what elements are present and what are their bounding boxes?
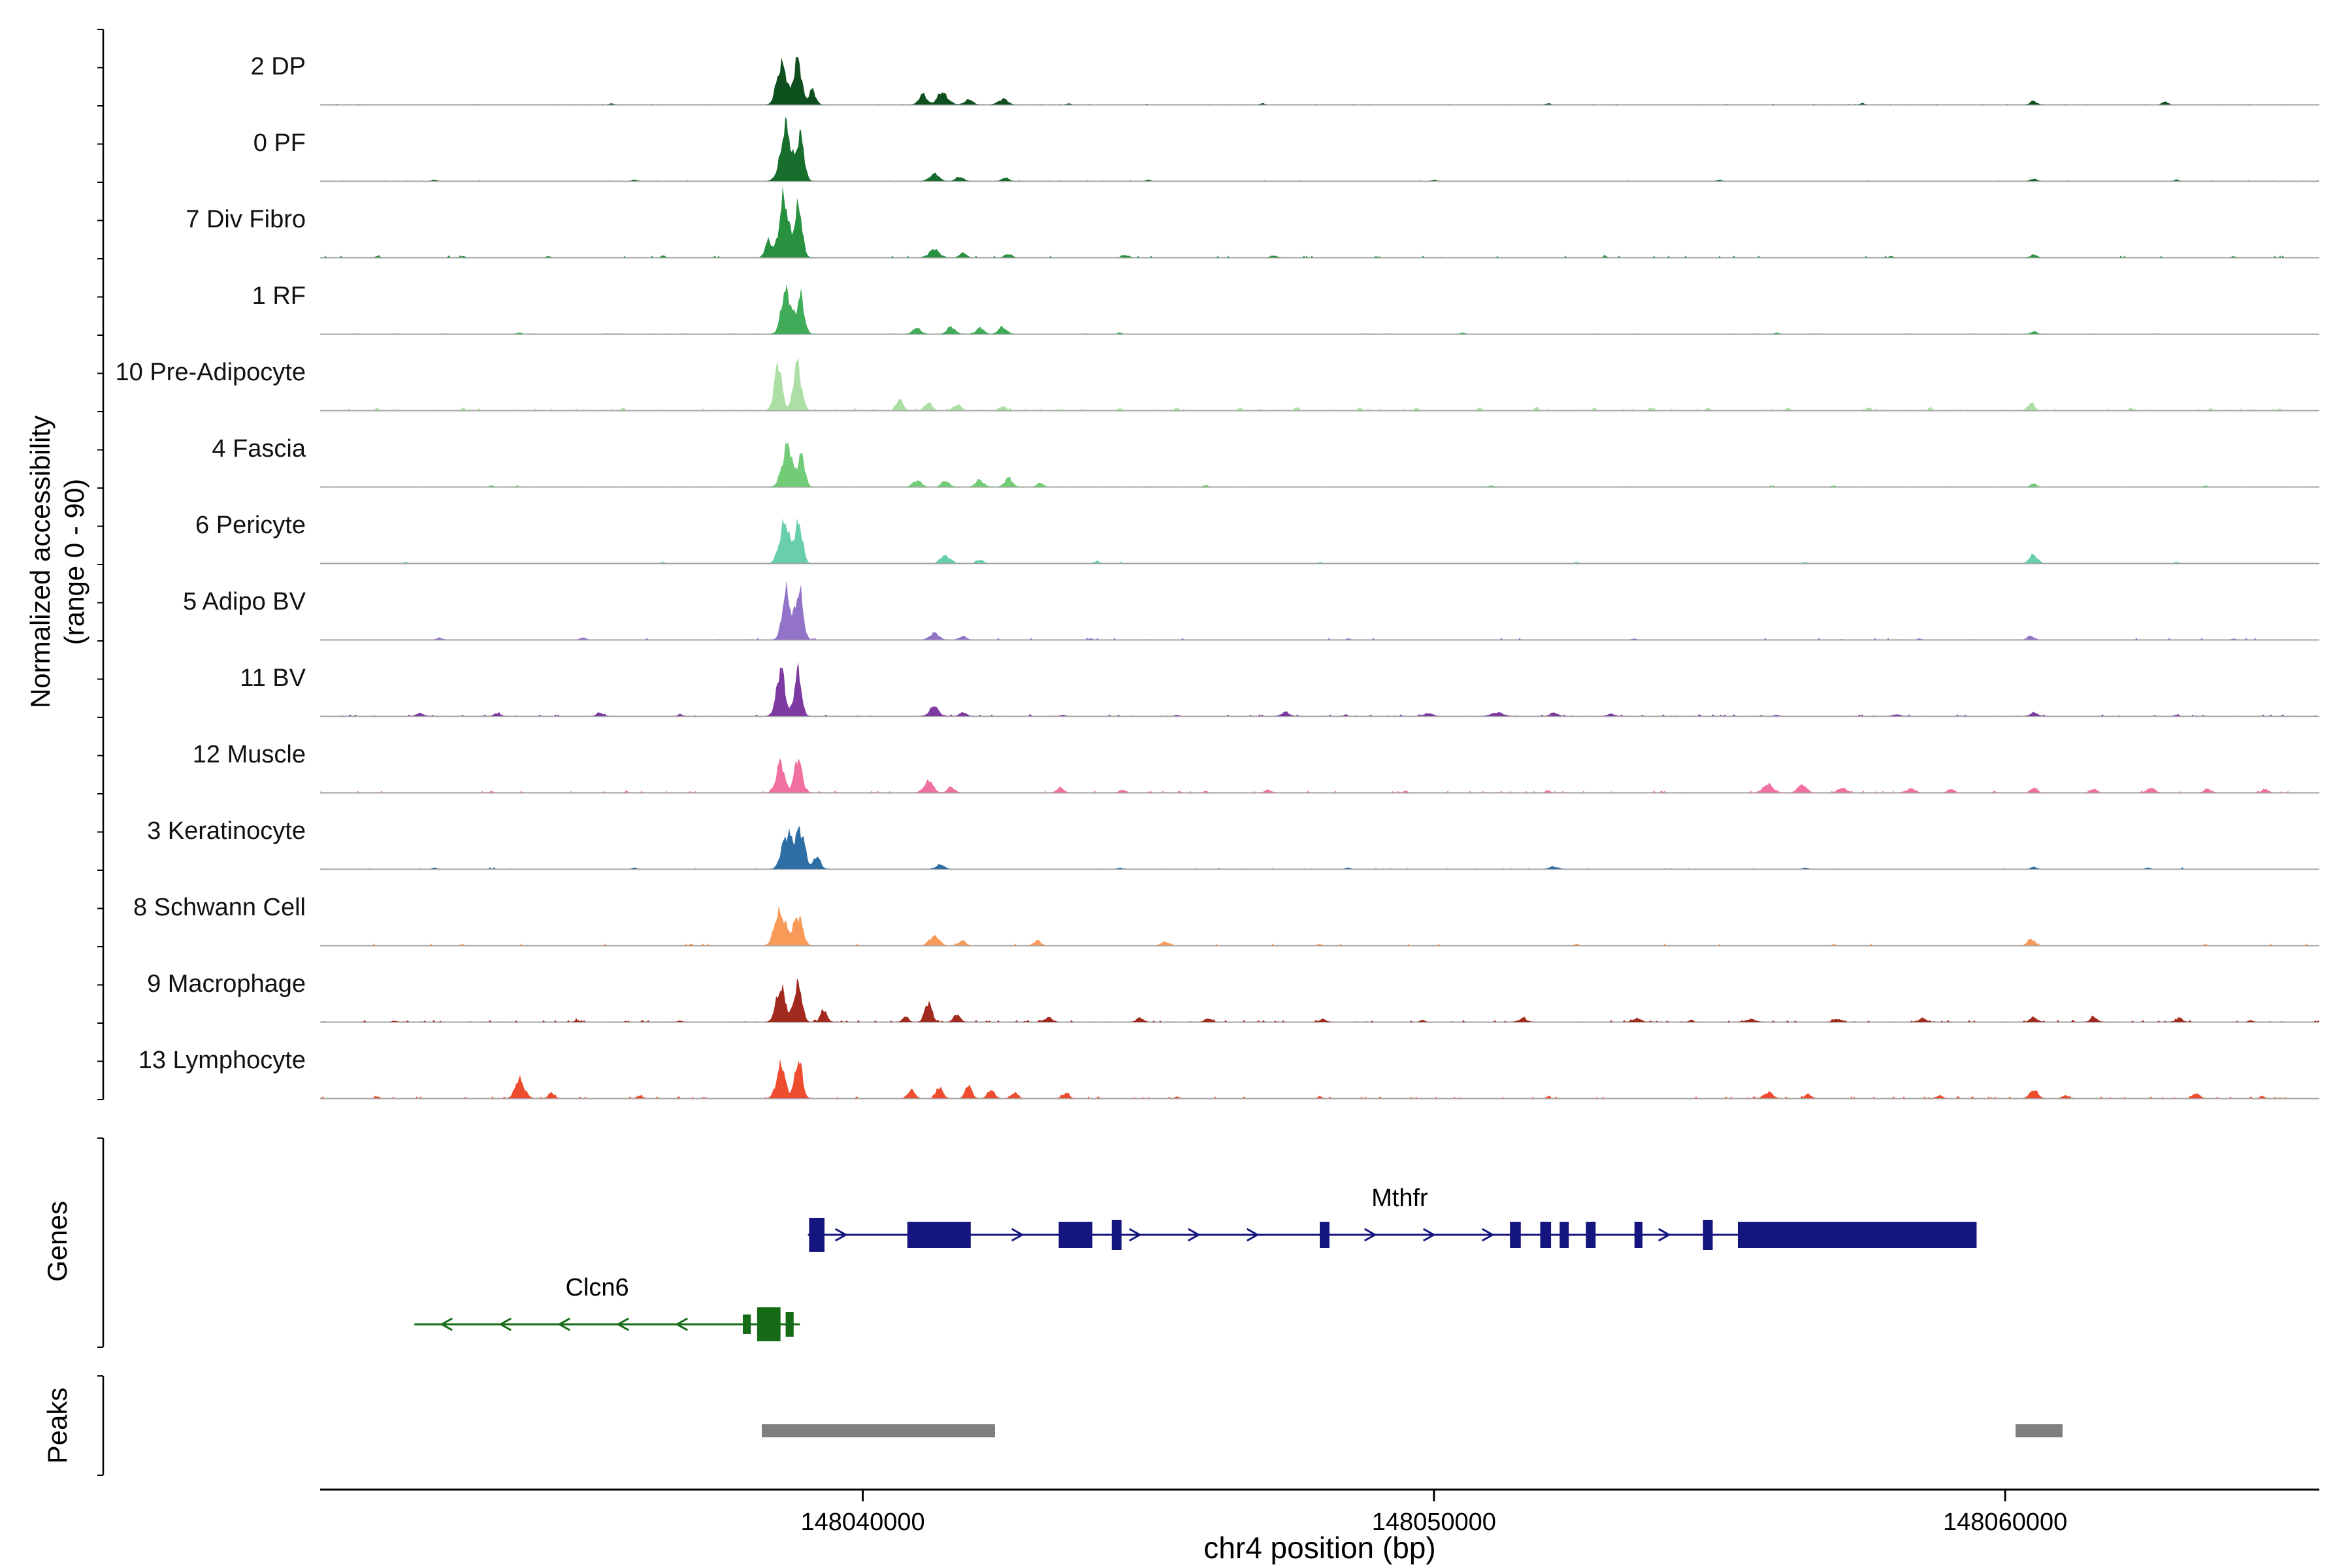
exon: [1111, 1220, 1122, 1250]
signal-area: [320, 57, 2319, 105]
strand-arrow-icon: [1364, 1228, 1377, 1242]
track-signal-7-div-fibro: [320, 186, 2319, 259]
track-label-13-lymphocyte: 13 Lymphocyte: [138, 1046, 306, 1074]
track-label-8-schwann-cell: 8 Schwann Cell: [133, 893, 306, 921]
signal-area: [320, 1059, 2319, 1098]
signal-area: [320, 662, 2319, 716]
x-axis-tick-label: 148040000: [800, 1509, 924, 1536]
signal-area: [320, 186, 2319, 257]
exon: [809, 1218, 825, 1252]
strand-arrow-icon: [1481, 1228, 1495, 1242]
peak-interval-bar: [761, 1424, 996, 1437]
track-signal-3-keratinocyte: [320, 826, 2319, 870]
strand-arrow-icon: [616, 1317, 629, 1331]
gene-name-label: Clcn6: [565, 1274, 629, 1301]
strand-arrow-icon: [1422, 1228, 1436, 1242]
strand-arrow-icon: [557, 1317, 570, 1331]
track-signal-0-pf: [320, 116, 2319, 182]
strand-arrow-icon: [675, 1317, 688, 1331]
signal-area: [320, 826, 2319, 869]
exon: [1510, 1222, 1521, 1248]
signal-area: [320, 284, 2319, 334]
exon: [742, 1315, 751, 1334]
track-signal-8-schwann-cell: [320, 906, 2319, 947]
signal-area: [320, 978, 2319, 1022]
gene-clcn6: Clcn6: [414, 1274, 800, 1341]
track-label-0-pf: 0 PF: [253, 129, 306, 157]
track-label-9-macrophage: 9 Macrophage: [147, 970, 306, 998]
exon: [1634, 1222, 1642, 1248]
exon: [1320, 1222, 1330, 1248]
track-signal-1-rf: [320, 284, 2319, 335]
axis-brackets: [97, 29, 105, 1476]
x-axis: 148040000 148050000 148060000: [320, 1488, 2319, 1536]
exon: [1703, 1220, 1713, 1250]
genes-section-label: Genes: [42, 1201, 73, 1282]
track-label-10-pre-adipocyte: 10 Pre-Adipocyte: [115, 358, 306, 386]
strand-arrow-icon: [1011, 1228, 1024, 1242]
strand-arrow-icon: [498, 1317, 512, 1331]
track-signal-10-pre-adipocyte: [320, 357, 2319, 412]
track-label-1-rf: 1 RF: [252, 282, 306, 310]
signal-area: [320, 758, 2319, 792]
track-label-4-fascia: 4 Fascia: [212, 434, 306, 463]
track-label-3-keratinocyte: 3 Keratinocyte: [147, 817, 306, 845]
exon: [1737, 1222, 1977, 1248]
strand-arrow-icon: [834, 1228, 848, 1242]
track-label-11-bv: 11 BV: [240, 664, 306, 692]
strand-arrow-icon: [440, 1317, 453, 1331]
signal-area: [320, 906, 2319, 945]
gene-models: Mthfr Clcn6: [414, 1184, 1977, 1341]
strand-arrow-icon: [1187, 1228, 1201, 1242]
track-signal-2-dp: [320, 57, 2319, 106]
gene-mthfr: Mthfr: [808, 1184, 1977, 1252]
track-signal-11-bv: [320, 662, 2319, 717]
strand-arrow-icon: [1128, 1228, 1142, 1242]
track-label-12-muscle: 12 Muscle: [192, 740, 306, 768]
gene-name-label: Mthfr: [1371, 1184, 1428, 1212]
strand-arrow-icon: [1246, 1228, 1260, 1242]
track-signal-6-pericyte: [320, 518, 2319, 564]
track-label-2-dp: 2 DP: [250, 52, 306, 80]
x-axis-tick-label: 148050000: [1372, 1509, 1496, 1536]
peaks-section-label: Peaks: [42, 1387, 73, 1464]
exon: [785, 1312, 794, 1337]
peak-interval-bar: [2015, 1424, 2063, 1437]
signal-area: [320, 116, 2319, 181]
track-label-6-pericyte: 6 Pericyte: [195, 511, 306, 539]
track-label-5-adipo-bv: 5 Adipo BV: [182, 587, 306, 615]
exon: [1560, 1222, 1569, 1248]
track-signal-13-lymphocyte: [320, 1059, 2319, 1100]
track-signal-4-fascia: [320, 442, 2319, 488]
track-signal-9-macrophage: [320, 978, 2319, 1023]
signal-area: [320, 357, 2319, 410]
x-axis-title: chr4 position (bp): [1203, 1531, 1436, 1565]
exon: [907, 1222, 971, 1248]
exon: [1540, 1222, 1552, 1248]
signal-area: [320, 580, 2319, 640]
strand-arrow-icon: [1658, 1228, 1671, 1242]
track-label-7-div-fibro: 7 Div Fibro: [186, 205, 306, 233]
exon: [757, 1307, 781, 1341]
exon: [1058, 1222, 1093, 1248]
signal-area: [320, 518, 2319, 563]
x-axis-tick-label: 148060000: [1943, 1509, 2067, 1536]
exon: [1586, 1222, 1596, 1248]
signal-area: [320, 442, 2319, 487]
track-signal-12-muscle: [320, 758, 2319, 794]
track-signal-5-adipo-bv: [320, 580, 2319, 641]
